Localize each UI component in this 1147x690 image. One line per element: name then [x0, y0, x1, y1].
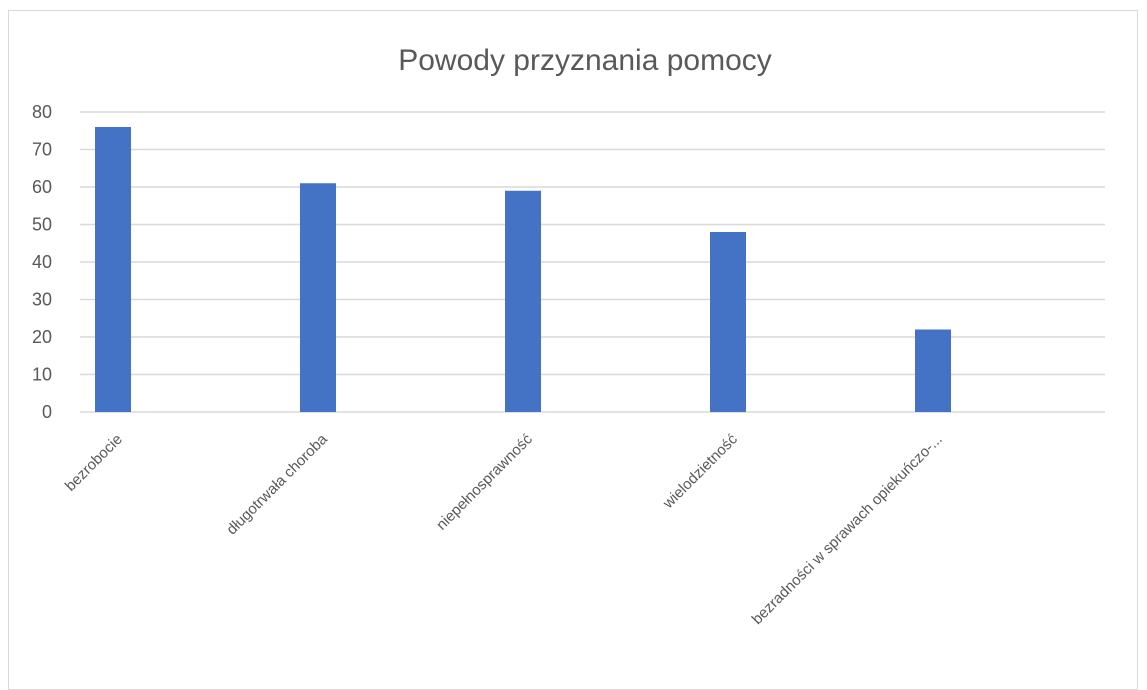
x-category-label: wielodzietność: [659, 430, 741, 512]
y-tick-label: 20: [32, 327, 52, 347]
bars: [95, 127, 951, 412]
x-category-label: bezradności w sprawach opiekuńczo-...: [749, 431, 946, 628]
chart-title: Powody przyznania pomocy: [398, 44, 772, 77]
y-tick-label: 80: [32, 102, 52, 122]
bar-1: [300, 183, 336, 412]
x-category-label: bezrobocie: [62, 431, 126, 495]
bar-3: [710, 232, 746, 412]
y-tick-label: 40: [32, 252, 52, 272]
y-tick-label: 30: [32, 290, 52, 310]
y-tick-label: 10: [32, 365, 52, 385]
y-tick-label: 70: [32, 140, 52, 160]
x-axis-labels: bezrobocie długotrwała choroba niepełnospr…: [62, 430, 946, 628]
x-category-label: niepełnosprawność: [433, 430, 536, 533]
gridlines: [80, 111, 1105, 413]
bar-2: [505, 190, 541, 412]
bar-0: [95, 127, 131, 412]
y-tick-label: 50: [32, 215, 52, 235]
y-tick-label: 0: [42, 402, 52, 422]
y-tick-label: 60: [32, 177, 52, 197]
x-category-label: długotrwała choroba: [223, 430, 331, 538]
y-axis-ticks: 0 10 20 30 40 50 60 70 80: [32, 102, 52, 422]
bar-4: [915, 329, 951, 412]
